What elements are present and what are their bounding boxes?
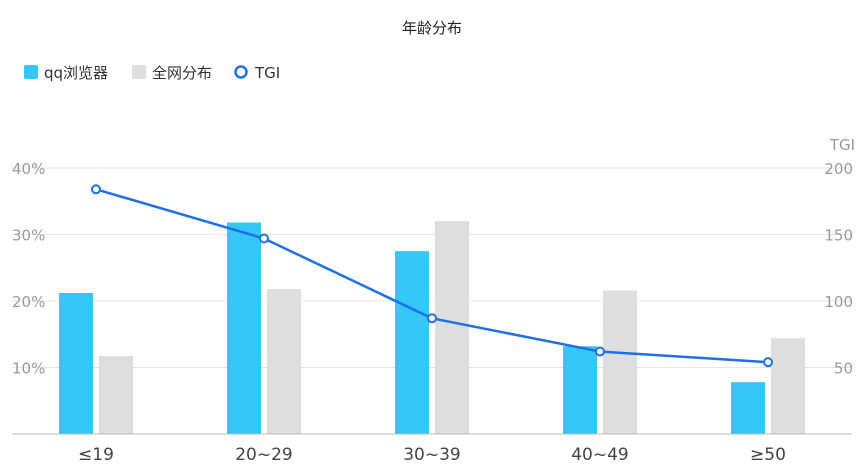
- right-tick-label: 50: [834, 360, 853, 378]
- legend-marker-tgi[interactable]: [234, 65, 248, 79]
- x-tick-label: 30~39: [403, 445, 461, 465]
- left-tick-label: 40%: [12, 160, 45, 178]
- left-tick-label: 20%: [12, 293, 45, 311]
- x-tick-label: ≤19: [78, 445, 114, 465]
- bars: [59, 221, 805, 434]
- tgi-point[interactable]: [91, 184, 101, 195]
- bar-all[interactable]: [267, 289, 301, 434]
- legend-swatch-all[interactable]: [132, 65, 146, 79]
- bar-qq[interactable]: [227, 222, 261, 434]
- bar-all[interactable]: [603, 290, 637, 434]
- right-tick-label: 100: [824, 293, 853, 311]
- bar-all[interactable]: [435, 221, 469, 434]
- bar-qq[interactable]: [59, 293, 93, 434]
- legend: qq浏览器 全网分布 TGI: [24, 64, 280, 82]
- tgi-point[interactable]: [595, 346, 605, 357]
- legend-label-all[interactable]: 全网分布: [152, 64, 212, 82]
- left-tick-label: 10%: [12, 360, 45, 378]
- x-axis: ≤19 20~29 30~39 40~49 ≥50: [12, 433, 852, 465]
- x-tick-label: 40~49: [571, 445, 629, 465]
- tgi-point[interactable]: [763, 357, 773, 368]
- legend-label-qq[interactable]: qq浏览器: [44, 64, 108, 82]
- bar-qq[interactable]: [563, 346, 597, 434]
- left-tick-label: 30%: [12, 227, 45, 245]
- tgi-point[interactable]: [427, 313, 437, 324]
- tgi-line-path: [95, 188, 769, 364]
- right-y-axis: 50 100 150 200: [824, 160, 853, 378]
- grid-lines: [12, 167, 852, 368]
- bar-all[interactable]: [771, 338, 805, 434]
- right-tick-label: 150: [824, 227, 853, 245]
- right-tick-label: 200: [824, 160, 853, 178]
- tgi-line: [91, 184, 773, 368]
- x-tick-label: ≥50: [750, 445, 786, 465]
- legend-swatch-qq[interactable]: [24, 65, 38, 79]
- right-axis-label: TGI: [829, 136, 855, 154]
- chart-title: 年龄分布: [402, 19, 462, 37]
- bar-qq[interactable]: [731, 382, 765, 434]
- bar-all[interactable]: [99, 356, 133, 434]
- tgi-point[interactable]: [259, 233, 269, 244]
- bar-qq[interactable]: [395, 251, 429, 434]
- x-tick-label: 20~29: [235, 445, 293, 465]
- legend-label-tgi[interactable]: TGI: [254, 64, 280, 82]
- left-y-axis: 10% 20% 30% 40%: [12, 160, 45, 378]
